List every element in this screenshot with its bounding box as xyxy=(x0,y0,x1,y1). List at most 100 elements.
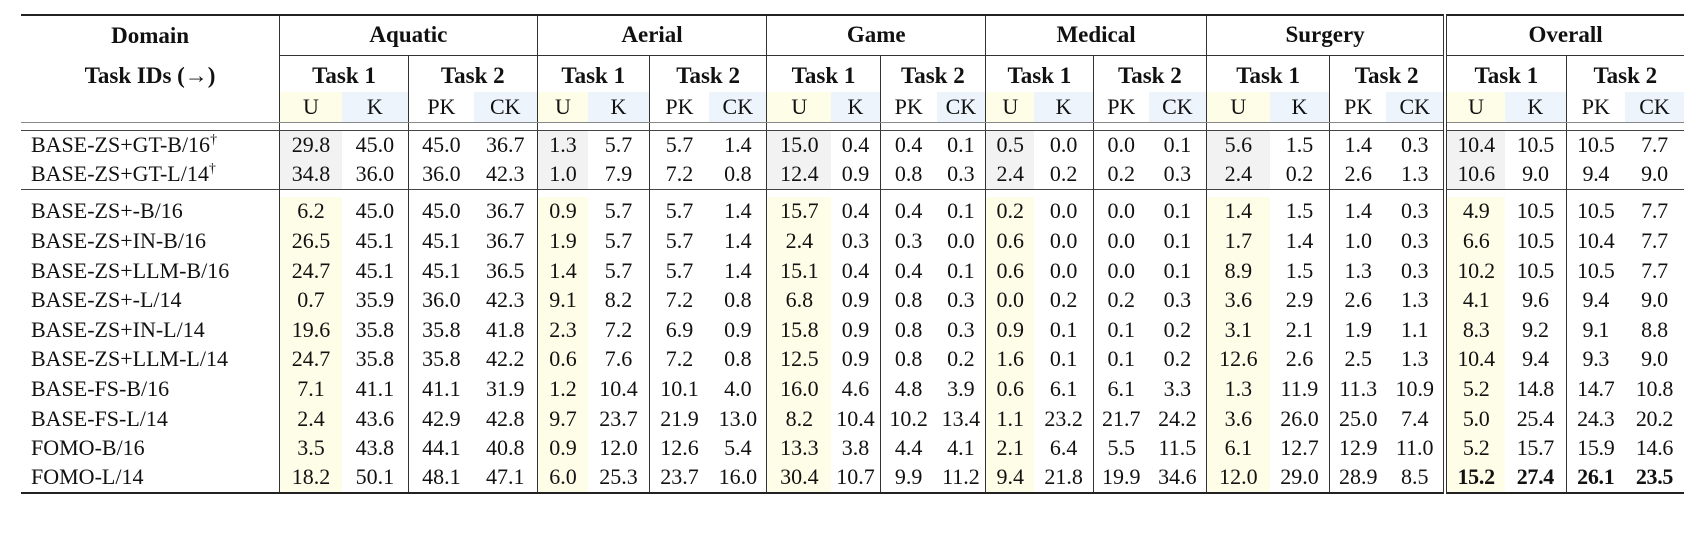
value-cell: 16.0 xyxy=(766,374,832,404)
value-cell: 0.4 xyxy=(879,196,937,227)
value-cell: 15.2 xyxy=(1443,463,1506,494)
value-cell: 0.3 xyxy=(1400,132,1429,158)
value-cell: 5.4 xyxy=(724,435,752,461)
value-cell: 10.1 xyxy=(648,374,710,404)
value-cell: 1.4 xyxy=(724,198,752,224)
value-cell: 0.2 xyxy=(1285,161,1314,187)
row-label: BASE-ZS+GT-L/14† xyxy=(21,160,280,190)
sub-header-k: K xyxy=(831,92,881,123)
value-cell: 7.2 xyxy=(648,344,710,375)
value-cell: 9.6 xyxy=(1522,287,1549,313)
value-cell: 9.0 xyxy=(1641,346,1668,372)
value-cell: 10.5 xyxy=(1565,255,1625,286)
row-label-text: BASE-ZS+GT-L/14 xyxy=(31,161,209,187)
value-cell: 3.6 xyxy=(1205,285,1270,316)
value-cell: 47.1 xyxy=(473,463,538,494)
value-cell: 0.9 xyxy=(841,346,870,372)
value-cell: 0.0 xyxy=(985,285,1035,316)
task2-header: Task 2 xyxy=(407,54,538,92)
value-cell: 0.0 xyxy=(1092,255,1149,286)
value-cell: 0.3 xyxy=(1400,228,1429,254)
value-cell: 10.5 xyxy=(1516,228,1555,254)
value-cell: 27.4 xyxy=(1505,463,1567,494)
value-cell: 3.6 xyxy=(1205,403,1270,434)
value-cell: 0.8 xyxy=(879,285,937,316)
value-cell: 29.8 xyxy=(279,130,342,160)
value-cell: 2.6 xyxy=(1329,285,1387,316)
row-label-text: BASE-ZS+LLM-L/14 xyxy=(31,346,228,372)
row-label-text: FOMO-L/14 xyxy=(31,464,144,490)
value-cell: 0.8 xyxy=(879,344,937,375)
value-cell: 2.6 xyxy=(1329,159,1387,190)
value-cell: 35.8 xyxy=(407,344,474,375)
value-cell: 15.7 xyxy=(766,196,832,227)
value-cell: 6.4 xyxy=(1049,435,1078,461)
value-cell: 36.7 xyxy=(486,198,525,224)
value-cell: 7.2 xyxy=(648,159,710,190)
table-row: BASE-ZS+GT-L/14† 34.8 36.0 36.0 42.3 1.0 7.9 7.… xyxy=(21,159,1684,190)
value-cell: 41.1 xyxy=(407,374,474,404)
value-cell: 42.3 xyxy=(486,161,525,187)
value-cell: 35.9 xyxy=(355,287,395,313)
task1-header: Task 1 xyxy=(1443,54,1567,92)
value-cell: 0.3 xyxy=(1400,257,1429,283)
value-cell: 0.5 xyxy=(985,130,1035,160)
task2-header: Task 2 xyxy=(648,54,767,92)
value-cell: 5.7 xyxy=(648,196,710,227)
value-cell: 6.6 xyxy=(1443,226,1506,256)
value-cell: 0.2 xyxy=(947,346,975,372)
dagger-mark: † xyxy=(208,161,216,177)
value-cell: 0.3 xyxy=(947,316,975,342)
value-cell: 34.6 xyxy=(1148,463,1207,494)
task1-header: Task 1 xyxy=(536,54,650,92)
value-cell: 5.2 xyxy=(1443,433,1506,464)
value-cell: 14.7 xyxy=(1565,374,1625,404)
task1-header: Task 1 xyxy=(279,54,409,92)
value-cell: 7.1 xyxy=(279,374,342,404)
sub-header-ck: CK xyxy=(709,92,767,123)
value-cell: 45.0 xyxy=(407,130,474,160)
dagger-mark: † xyxy=(210,132,218,148)
value-cell: 0.8 xyxy=(724,287,752,313)
value-cell: 10.2 xyxy=(879,403,937,434)
value-cell: 0.1 xyxy=(1049,316,1078,342)
row-label-text: BASE-ZS+LLM-B/16 xyxy=(31,257,230,283)
row-label-text: BASE-ZS+IN-B/16 xyxy=(31,228,206,254)
value-cell: 2.9 xyxy=(1285,287,1314,313)
value-cell: 35.8 xyxy=(355,346,395,372)
row-label: BASE-ZS+LLM-B/16 xyxy=(21,256,280,286)
value-cell: 45.1 xyxy=(407,226,474,256)
table-row: BASE-ZS+IN-L/14 19.6 35.8 35.8 41.8 2.3 7.2 6.9… xyxy=(21,315,1684,345)
task2-header: Task 2 xyxy=(879,54,986,92)
value-cell: 5.7 xyxy=(648,255,710,286)
row-label-text: FOMO-B/16 xyxy=(31,435,145,461)
value-cell: 10.6 xyxy=(1443,159,1506,190)
value-cell: 9.4 xyxy=(1565,159,1625,190)
value-cell: 36.0 xyxy=(355,161,395,187)
sub-header-ck: CK xyxy=(1386,92,1446,123)
value-cell: 1.3 xyxy=(1329,255,1387,286)
value-cell: 0.1 xyxy=(1092,344,1149,375)
value-cell: 11.9 xyxy=(1280,376,1319,402)
value-cell: 21.7 xyxy=(1092,403,1149,434)
table-row: BASE-ZS+IN-B/16 26.5 45.1 45.1 36.7 1.9 5.7 5.7… xyxy=(21,226,1684,256)
value-cell: 8.2 xyxy=(766,403,832,434)
value-cell: 0.3 xyxy=(841,228,870,254)
value-cell: 0.2 xyxy=(1163,346,1192,372)
value-cell: 4.4 xyxy=(879,433,937,464)
value-cell: 1.3 xyxy=(536,130,589,160)
value-cell: 3.3 xyxy=(1163,376,1192,402)
value-cell: 5.0 xyxy=(1443,403,1506,434)
value-cell: 31.9 xyxy=(486,376,525,402)
value-cell: 0.1 xyxy=(1163,132,1192,158)
value-cell: 10.5 xyxy=(1565,130,1625,160)
value-cell: 0.1 xyxy=(1163,228,1192,254)
value-cell: 42.8 xyxy=(486,405,525,431)
value-cell: 7.7 xyxy=(1641,132,1668,158)
value-cell: 3.8 xyxy=(841,435,870,461)
value-cell: 1.5 xyxy=(1285,257,1314,283)
value-cell: 9.7 xyxy=(536,403,589,434)
value-cell: 26.0 xyxy=(1280,405,1319,431)
value-cell: 0.9 xyxy=(841,161,870,187)
value-cell: 15.0 xyxy=(766,130,832,160)
